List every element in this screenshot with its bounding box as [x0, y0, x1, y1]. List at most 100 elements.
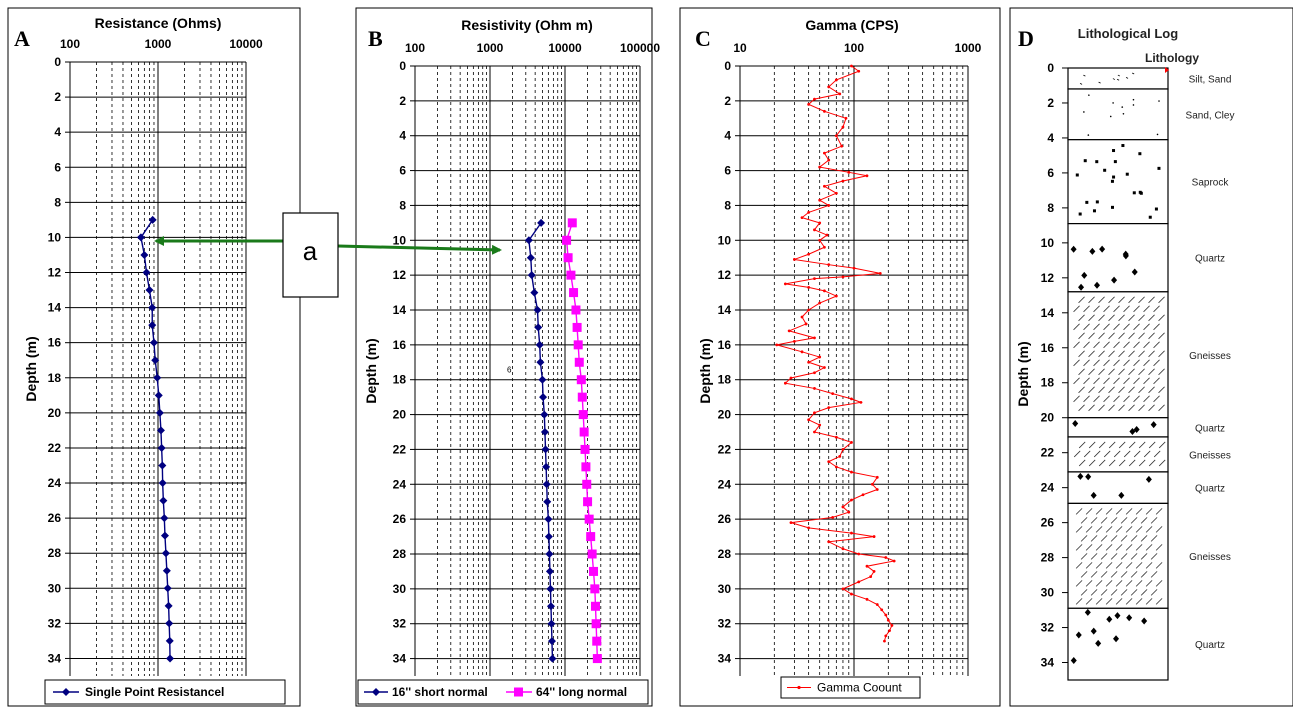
- hatch-stroke: [1135, 562, 1143, 569]
- hatch-stroke: [1090, 517, 1098, 524]
- data-point: [841, 587, 845, 591]
- y-tick-label: 20: [48, 406, 62, 420]
- hatch-stroke: [1078, 296, 1085, 304]
- data-point: [827, 460, 831, 464]
- data-point: [589, 566, 599, 576]
- data-point: [850, 498, 853, 502]
- data-point: [154, 391, 163, 400]
- litho-dot: [1141, 617, 1148, 625]
- y-axis-label: Depth (m): [363, 338, 379, 403]
- hatch-stroke: [1150, 517, 1158, 524]
- data-point: [591, 619, 601, 629]
- y-tick-label: 8: [724, 198, 731, 212]
- data-point: [847, 510, 851, 514]
- litho-dot: [1088, 94, 1090, 96]
- y-tick-label: 8: [399, 198, 406, 212]
- litho-dot: [1131, 72, 1135, 75]
- hatch-stroke: [1080, 517, 1088, 524]
- litho-dot: [1083, 159, 1087, 163]
- litho-dot: [1077, 472, 1084, 480]
- hatch-stroke: [1135, 544, 1143, 551]
- hatch-stroke: [1115, 526, 1123, 533]
- data-point: [840, 144, 844, 148]
- hatch-stroke: [1145, 526, 1153, 533]
- litho-layer-label: Gneisses: [1189, 552, 1231, 563]
- data-point: [892, 559, 896, 563]
- hatch-stroke: [1105, 544, 1113, 551]
- hatch-stroke: [1118, 368, 1125, 376]
- y-tick-label: 16: [718, 338, 732, 352]
- hatch-stroke: [1143, 377, 1150, 385]
- data-point: [800, 350, 804, 354]
- y-tick-label: 10: [393, 233, 407, 247]
- data-point: [576, 375, 586, 385]
- hatch-stroke: [1093, 377, 1100, 385]
- hatch-stroke: [1080, 553, 1088, 560]
- data-point: [872, 535, 876, 538]
- data-point: [156, 426, 165, 435]
- y-tick-label: 8: [1047, 201, 1054, 215]
- data-point: [813, 277, 816, 281]
- hatch-stroke: [1140, 589, 1148, 596]
- data-point: [834, 465, 838, 469]
- hatch-stroke: [1078, 332, 1085, 340]
- legend-swatch-marker: [62, 688, 70, 696]
- hatch-stroke: [1098, 386, 1105, 394]
- hatch-stroke: [1115, 598, 1123, 605]
- hatch-stroke: [1078, 404, 1085, 412]
- litho-dot: [1095, 639, 1102, 647]
- hatch-stroke: [1155, 544, 1163, 551]
- y-tick-label: 10: [718, 233, 732, 247]
- hatch-stroke: [1120, 589, 1128, 596]
- data-point: [148, 215, 157, 224]
- litho-dot: [1112, 78, 1116, 80]
- litho-dot: [1122, 252, 1129, 260]
- hatch-stroke: [1113, 359, 1120, 367]
- data-point: [543, 497, 552, 506]
- data-point: [161, 549, 170, 558]
- hatch-stroke: [1108, 296, 1115, 304]
- hatch-stroke: [1080, 535, 1088, 542]
- hatch-stroke: [1113, 377, 1120, 385]
- hatch-stroke: [1073, 305, 1080, 313]
- data-point: [572, 322, 582, 332]
- y-tick-label: 18: [1041, 376, 1055, 390]
- hatch-stroke: [1153, 323, 1160, 331]
- hatch-stroke: [1113, 450, 1121, 458]
- data-point: [577, 392, 587, 402]
- y-tick-label: 28: [718, 547, 732, 561]
- data-point: [807, 285, 811, 289]
- hatch-stroke: [1123, 377, 1130, 385]
- hatch-stroke: [1073, 359, 1080, 367]
- y-tick-label: 34: [48, 651, 62, 665]
- hatch-stroke: [1153, 305, 1160, 313]
- hatch-stroke: [1085, 508, 1093, 515]
- hatch-stroke: [1105, 526, 1113, 533]
- hatch-stroke: [1140, 517, 1148, 524]
- litho-dot: [1113, 635, 1120, 643]
- y-tick-label: 2: [54, 90, 61, 104]
- hatch-stroke: [1100, 553, 1108, 560]
- hatch-stroke: [1075, 526, 1083, 533]
- hatch-stroke: [1138, 314, 1145, 322]
- data-point: [823, 245, 826, 249]
- hatch-stroke: [1150, 535, 1158, 542]
- hatch-stroke: [1123, 305, 1130, 313]
- data-point: [807, 526, 811, 530]
- data-point: [166, 654, 175, 663]
- litho-dot: [1132, 104, 1135, 106]
- data-point: [592, 654, 602, 664]
- data-point: [578, 410, 588, 420]
- data-point: [861, 493, 865, 497]
- x-tick-label: 10000: [229, 37, 263, 51]
- hatch-stroke: [1078, 314, 1085, 322]
- y-tick-label: 24: [718, 477, 732, 491]
- y-tick-label: 26: [1041, 516, 1055, 530]
- data-point: [841, 275, 845, 279]
- x-tick-label: 100000: [620, 41, 660, 55]
- hatch-stroke: [1123, 341, 1130, 349]
- data-point: [789, 376, 793, 380]
- data-point: [890, 624, 894, 627]
